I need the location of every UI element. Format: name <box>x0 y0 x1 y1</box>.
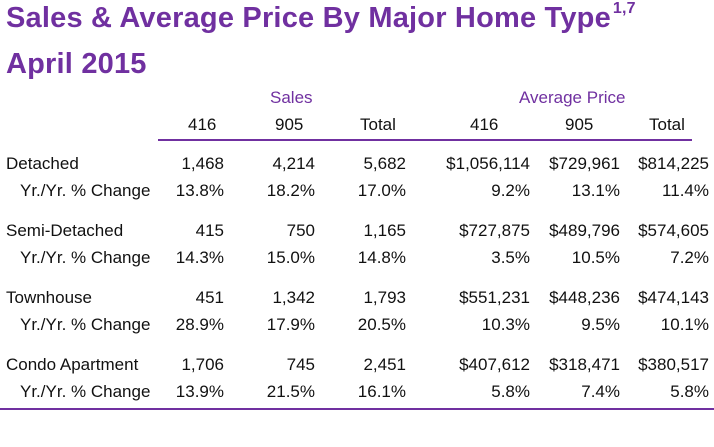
cell-sales-416: 1,706 <box>181 355 224 374</box>
bottom-divider <box>0 408 714 410</box>
row-label: Condo Apartment <box>6 355 139 374</box>
cell-price-416: $551,231 <box>459 288 530 307</box>
column-header-price-905: 905 <box>565 115 594 134</box>
column-header-price-416: 416 <box>470 115 499 134</box>
cell-change-sales-905: 21.5% <box>266 382 315 401</box>
cell-sales-416: 415 <box>195 221 224 240</box>
cell-change-price-total: 7.2% <box>670 248 709 267</box>
cell-change-sales-total: 16.1% <box>357 382 406 401</box>
cell-sales-416: 1,468 <box>181 154 224 173</box>
cell-price-total: $814,225 <box>638 154 709 173</box>
cell-change-price-416: 10.3% <box>481 315 530 334</box>
cell-change-sales-416: 13.8% <box>175 181 224 200</box>
cell-price-416: $727,875 <box>459 221 530 240</box>
cell-change-sales-total: 20.5% <box>357 315 406 334</box>
cell-change-price-905: 9.5% <box>581 315 620 334</box>
cell-price-905: $489,796 <box>549 221 620 240</box>
cell-sales-905: 750 <box>286 221 315 240</box>
row-label: Townhouse <box>6 288 93 307</box>
column-header-sales-total: Total <box>360 115 396 134</box>
cell-change-price-total: 10.1% <box>660 315 709 334</box>
title-footnote-marker: 1,7 <box>612 0 636 17</box>
column-header-price-total: Total <box>649 115 685 134</box>
cell-sales-905: 1,342 <box>272 288 315 307</box>
cell-change-price-416: 9.2% <box>491 181 530 200</box>
page-subtitle-date: April 2015 <box>6 48 147 80</box>
cell-change-sales-905: 17.9% <box>266 315 315 334</box>
cell-price-total: $380,517 <box>638 355 709 374</box>
cell-change-sales-416: 14.3% <box>175 248 224 267</box>
column-header-sales-416: 416 <box>188 115 217 134</box>
cell-sales-905: 4,214 <box>272 154 315 173</box>
cell-change-sales-total: 17.0% <box>357 181 406 200</box>
header-divider <box>158 139 692 141</box>
cell-change-sales-416: 28.9% <box>175 315 224 334</box>
cell-change-price-905: 13.1% <box>571 181 620 200</box>
cell-change-sales-total: 14.8% <box>357 248 406 267</box>
cell-change-sales-416: 13.9% <box>175 382 224 401</box>
cell-sales-total: 1,165 <box>363 221 406 240</box>
row-label: Semi-Detached <box>6 221 124 240</box>
cell-change-price-416: 5.8% <box>491 382 530 401</box>
cell-sales-total: 5,682 <box>363 154 406 173</box>
cell-price-total: $474,143 <box>638 288 709 307</box>
row-change-label: Yr./Yr. % Change <box>20 382 151 401</box>
page-title: Sales & Average Price By Major Home Type… <box>6 0 636 35</box>
cell-price-total: $574,605 <box>638 221 709 240</box>
cell-change-price-total: 5.8% <box>670 382 709 401</box>
cell-change-sales-905: 15.0% <box>266 248 315 267</box>
cell-sales-total: 1,793 <box>363 288 406 307</box>
cell-sales-905: 745 <box>286 355 315 374</box>
row-change-label: Yr./Yr. % Change <box>20 181 151 200</box>
row-label: Detached <box>6 154 79 173</box>
cell-change-price-905: 7.4% <box>581 382 620 401</box>
cell-price-905: $729,961 <box>549 154 620 173</box>
cell-sales-total: 2,451 <box>363 355 406 374</box>
cell-change-price-416: 3.5% <box>491 248 530 267</box>
group-label-sales: Sales <box>270 88 313 107</box>
row-change-label: Yr./Yr. % Change <box>20 315 151 334</box>
group-label-average-price: Average Price <box>519 88 626 107</box>
cell-change-price-905: 10.5% <box>571 248 620 267</box>
cell-price-416: $407,612 <box>459 355 530 374</box>
cell-price-905: $318,471 <box>549 355 620 374</box>
title-text: Sales & Average Price By Major Home Type <box>6 2 611 34</box>
cell-sales-416: 451 <box>195 288 224 307</box>
cell-change-sales-905: 18.2% <box>266 181 315 200</box>
cell-price-905: $448,236 <box>549 288 620 307</box>
cell-price-416: $1,056,114 <box>446 154 530 173</box>
cell-change-price-total: 11.4% <box>662 181 709 200</box>
column-header-sales-905: 905 <box>275 115 304 134</box>
row-change-label: Yr./Yr. % Change <box>20 248 151 267</box>
